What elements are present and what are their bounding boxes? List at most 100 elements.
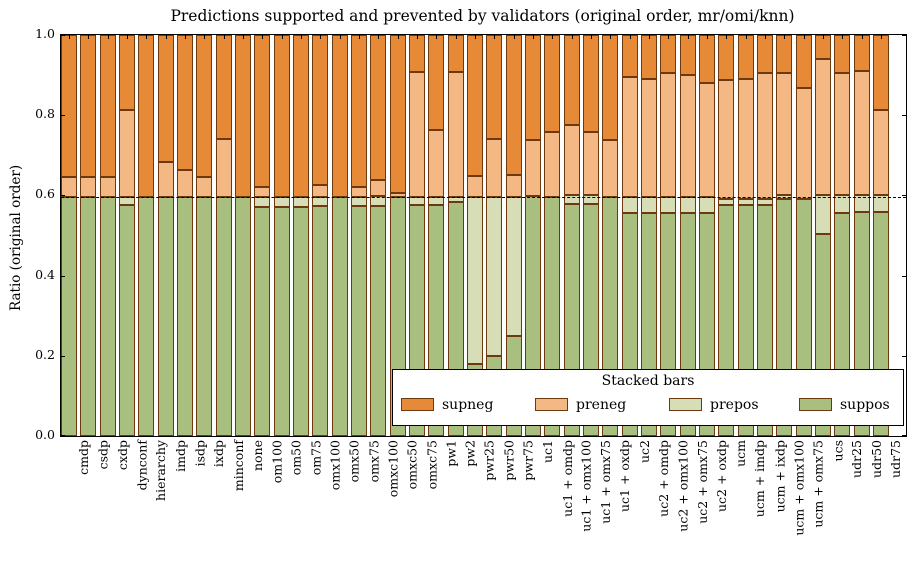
x-tick-top xyxy=(204,35,206,39)
segment-prepos xyxy=(756,198,773,206)
x-tick-top xyxy=(69,35,70,39)
segment-supneg xyxy=(215,35,232,140)
x-tick-label: ucm + ixdp xyxy=(772,440,787,513)
x-tick-top xyxy=(126,35,128,39)
segment-supneg xyxy=(370,35,387,181)
y-tick-left xyxy=(61,35,65,36)
y-tick-left xyxy=(61,355,65,357)
x-tick-top xyxy=(300,35,302,39)
segment-prepos xyxy=(563,195,580,205)
x-tick-top xyxy=(648,35,650,39)
segment-supneg xyxy=(428,35,445,131)
segment-supneg xyxy=(273,35,290,198)
segment-supneg xyxy=(176,35,193,170)
segment-preneg xyxy=(447,71,464,198)
bar-isdp xyxy=(176,35,193,436)
legend-label: preneg xyxy=(576,397,627,413)
x-tick-top xyxy=(745,35,747,39)
segment-supneg xyxy=(61,35,77,177)
x-tick-top xyxy=(803,35,805,39)
x-tick-label: uc2 + omdp xyxy=(656,440,671,517)
bar-ixdp xyxy=(196,35,213,436)
y-tick-label: 0.6 xyxy=(35,186,55,202)
bar-om75 xyxy=(292,35,309,436)
segment-supneg xyxy=(698,35,715,84)
y-tick-right xyxy=(902,35,906,36)
y-tick-right xyxy=(902,435,906,436)
x-tick-top xyxy=(378,35,380,39)
x-tick-label: uc1 xyxy=(540,440,555,464)
segment-supneg xyxy=(640,35,657,80)
segment-preneg xyxy=(505,175,522,198)
y-tick-left xyxy=(61,435,65,436)
segment-prepos xyxy=(254,197,271,208)
segment-supneg xyxy=(756,35,773,74)
x-tick-label: uc1 + omx100 xyxy=(578,440,594,532)
segment-supneg xyxy=(331,35,348,197)
segment-suppos xyxy=(331,196,348,436)
segment-supneg xyxy=(679,35,696,76)
segment-prepos xyxy=(486,197,503,356)
segment-preneg xyxy=(486,139,503,198)
bar-hierarchy xyxy=(138,35,155,436)
segment-suppos xyxy=(273,207,290,436)
segment-suppos xyxy=(292,207,309,436)
y-tick-left xyxy=(61,195,65,197)
x-tick-top xyxy=(242,35,244,39)
x-tick-label: ixdp xyxy=(211,440,227,468)
segment-prepos xyxy=(408,196,425,206)
x-tick-label: udr50 xyxy=(868,440,884,478)
x-tick-label: om75 xyxy=(308,440,323,476)
x-tick-label: omxc75 xyxy=(424,440,439,490)
y-tick-label: 0.8 xyxy=(35,106,55,122)
x-tick-top xyxy=(571,35,573,39)
segment-preneg xyxy=(660,73,677,198)
x-tick-top xyxy=(822,35,824,39)
segment-prepos xyxy=(872,194,889,213)
segment-supneg xyxy=(118,35,135,110)
segment-supneg xyxy=(872,35,889,111)
x-tick-label: uc1 + omdp xyxy=(559,440,575,517)
bar-dynconf xyxy=(118,35,135,436)
x-tick-top xyxy=(590,35,592,39)
x-tick-label: ucs xyxy=(830,440,845,462)
bar-minconf xyxy=(215,35,232,436)
segment-preneg xyxy=(99,176,116,197)
segment-prepos xyxy=(718,198,735,206)
bar-imdp xyxy=(157,35,174,436)
segment-supneg xyxy=(138,35,155,197)
x-tick-label: omx50 xyxy=(346,440,362,483)
segment-suppos xyxy=(370,205,387,436)
segment-preneg xyxy=(640,79,657,198)
segment-supneg xyxy=(408,35,425,72)
x-tick-top xyxy=(764,35,766,39)
x-tick-label: pwr50 xyxy=(501,440,517,481)
segment-prepos xyxy=(447,197,464,203)
segment-supneg xyxy=(234,35,251,198)
segment-preneg xyxy=(350,187,367,197)
x-tick-label: uc1 + omx75 xyxy=(598,440,613,524)
segment-preneg xyxy=(370,180,387,196)
y-tick-right xyxy=(902,275,906,277)
segment-preneg xyxy=(428,130,445,198)
segment-preneg xyxy=(389,192,406,197)
x-tick-label: cxdp xyxy=(114,440,130,471)
y-tick-right xyxy=(902,355,906,357)
segment-prepos xyxy=(273,197,290,208)
x-tick-label: udr25 xyxy=(849,440,865,478)
segment-supneg xyxy=(776,35,793,74)
x-tick-label: pw2 xyxy=(462,440,478,467)
segment-supneg xyxy=(621,35,638,78)
segment-supneg xyxy=(196,35,213,177)
bar-omxc100 xyxy=(370,35,387,436)
x-tick-label: om100 xyxy=(269,440,285,484)
segment-suppos xyxy=(99,196,116,436)
segment-supneg xyxy=(737,35,754,80)
x-tick-top xyxy=(281,35,283,39)
segment-prepos xyxy=(428,197,445,206)
x-tick-top xyxy=(165,35,167,39)
segment-preneg xyxy=(408,71,425,197)
segment-supneg xyxy=(544,35,561,133)
bar-om50 xyxy=(273,35,290,436)
segment-prepos xyxy=(118,196,135,206)
